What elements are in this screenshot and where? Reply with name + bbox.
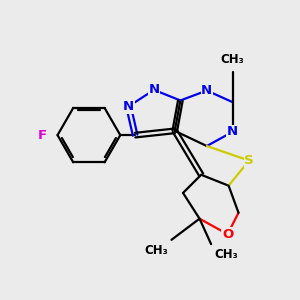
Text: S: S [244, 154, 254, 167]
Text: N: N [201, 84, 212, 97]
Text: O: O [222, 228, 233, 241]
Text: CH₃: CH₃ [144, 244, 168, 257]
Text: N: N [123, 100, 134, 113]
Text: N: N [227, 125, 238, 138]
Text: CH₃: CH₃ [214, 248, 238, 261]
Text: N: N [148, 83, 160, 96]
Text: CH₃: CH₃ [221, 53, 244, 66]
Text: F: F [38, 129, 47, 142]
